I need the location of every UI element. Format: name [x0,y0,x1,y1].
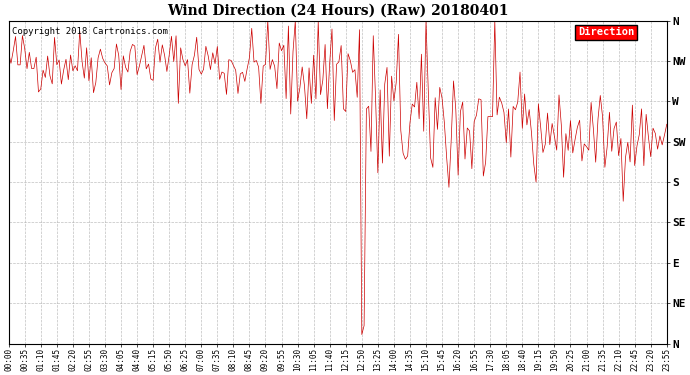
Title: Wind Direction (24 Hours) (Raw) 20180401: Wind Direction (24 Hours) (Raw) 20180401 [167,4,509,18]
Text: Direction: Direction [578,27,634,37]
Text: Copyright 2018 Cartronics.com: Copyright 2018 Cartronics.com [12,27,168,36]
